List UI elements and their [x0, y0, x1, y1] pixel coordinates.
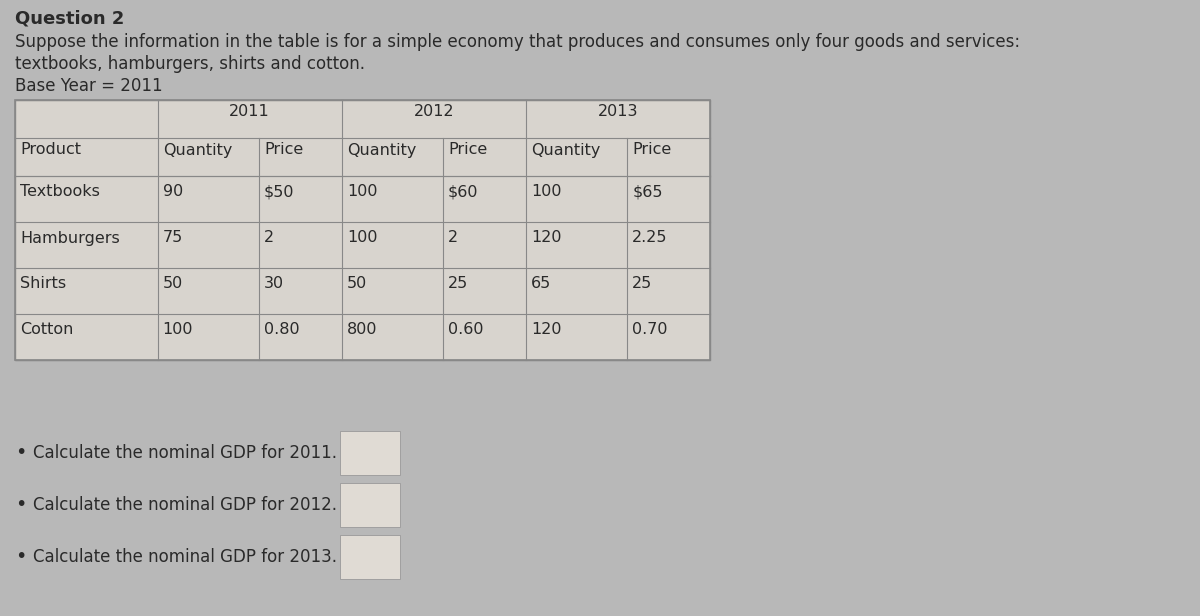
Text: Hamburgers: Hamburgers	[20, 230, 120, 246]
Text: Price: Price	[632, 142, 672, 158]
Text: textbooks, hamburgers, shirts and cotton.: textbooks, hamburgers, shirts and cotton…	[14, 55, 365, 73]
Text: Suppose the information in the table is for a simple economy that produces and c: Suppose the information in the table is …	[14, 33, 1020, 51]
Text: 100: 100	[347, 185, 377, 200]
Text: Product: Product	[20, 142, 82, 158]
Text: Cotton: Cotton	[20, 323, 73, 338]
Text: 65: 65	[530, 277, 551, 291]
Text: Quantity: Quantity	[347, 142, 416, 158]
Text: 2.25: 2.25	[632, 230, 667, 246]
Text: 800: 800	[347, 323, 377, 338]
Text: 25: 25	[632, 277, 653, 291]
Text: 2012: 2012	[414, 105, 454, 120]
Text: 120: 120	[530, 230, 562, 246]
Text: 100: 100	[347, 230, 377, 246]
Text: 120: 120	[530, 323, 562, 338]
Text: 75: 75	[163, 230, 182, 246]
Text: 2: 2	[448, 230, 458, 246]
Text: Quantity: Quantity	[530, 142, 600, 158]
Text: 100: 100	[163, 323, 193, 338]
Bar	[14, 100, 710, 360]
Text: Quantity: Quantity	[163, 142, 232, 158]
Text: Base Year = 2011: Base Year = 2011	[14, 77, 163, 95]
Text: •: •	[14, 444, 26, 463]
Text: 50: 50	[163, 277, 182, 291]
Text: 0.60: 0.60	[448, 323, 484, 338]
Text: Calculate the nominal GDP for 2012.: Calculate the nominal GDP for 2012.	[34, 496, 337, 514]
Text: 0.70: 0.70	[632, 323, 667, 338]
Text: Calculate the nominal GDP for 2013.: Calculate the nominal GDP for 2013.	[34, 548, 337, 566]
Text: Calculate the nominal GDP for 2011.: Calculate the nominal GDP for 2011.	[34, 444, 337, 462]
Text: •: •	[14, 548, 26, 567]
Text: Price: Price	[448, 142, 487, 158]
Text: 25: 25	[448, 277, 468, 291]
Text: Textbooks: Textbooks	[20, 185, 100, 200]
Bar	[340, 431, 400, 475]
Text: 0.80: 0.80	[264, 323, 300, 338]
Text: Price: Price	[264, 142, 304, 158]
Text: $60: $60	[448, 185, 479, 200]
Text: 100: 100	[530, 185, 562, 200]
Bar	[340, 535, 400, 579]
Text: $65: $65	[632, 185, 662, 200]
Text: 50: 50	[347, 277, 367, 291]
Text: 2: 2	[264, 230, 274, 246]
Text: $50: $50	[264, 185, 294, 200]
Text: 30: 30	[264, 277, 284, 291]
Bar	[340, 483, 400, 527]
Text: 2013: 2013	[598, 105, 638, 120]
Text: 90: 90	[163, 185, 182, 200]
Text: Shirts: Shirts	[20, 277, 66, 291]
Bar	[14, 100, 710, 360]
Text: •: •	[14, 495, 26, 514]
Text: 2011: 2011	[229, 105, 270, 120]
Text: Question 2: Question 2	[14, 10, 125, 28]
